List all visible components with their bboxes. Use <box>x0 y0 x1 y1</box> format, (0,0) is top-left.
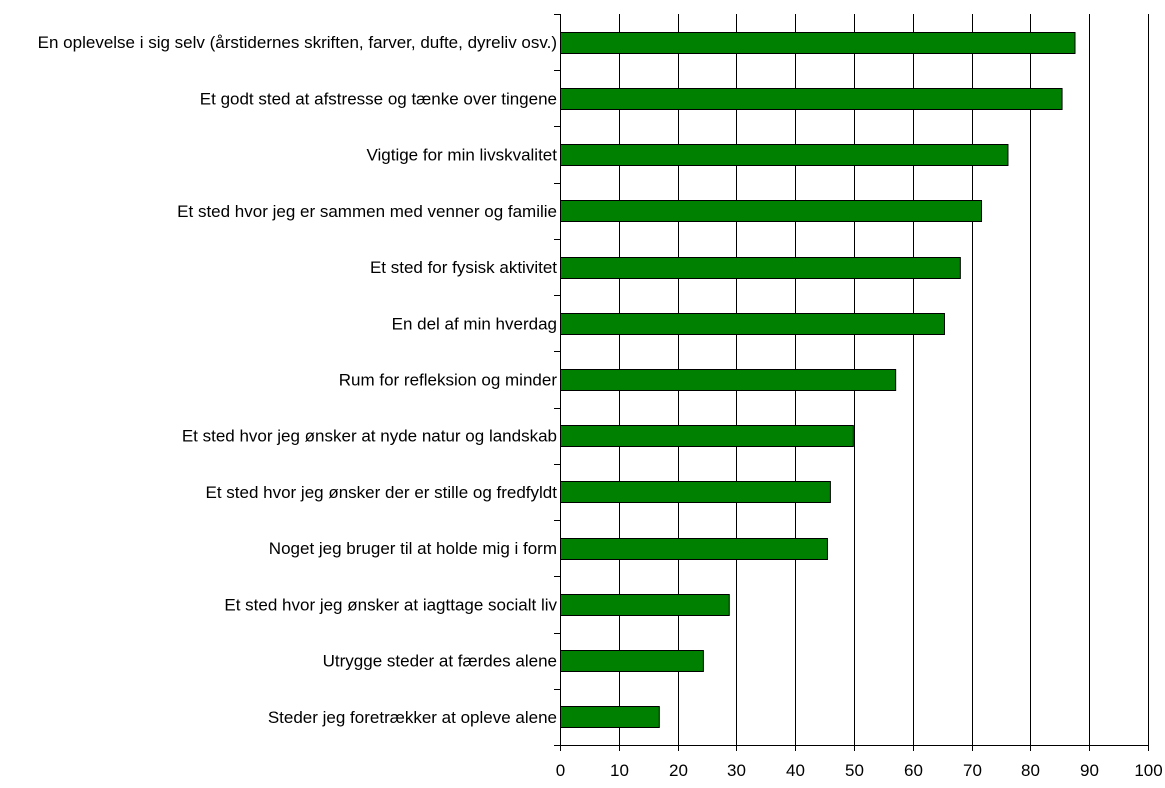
x-tick-label-40: 40 <box>786 761 805 780</box>
x-tick-label-80: 80 <box>1021 761 1040 780</box>
category-label-4: Et sted hvor jeg er sammen med venner og… <box>177 202 557 221</box>
x-tick-label-100: 100 <box>1134 761 1162 780</box>
x-tick-label-90: 90 <box>1080 761 1099 780</box>
category-label-1: En oplevelse i sig selv (årstidernes skr… <box>38 33 557 52</box>
x-tick-label-10: 10 <box>610 761 629 780</box>
bar-5 <box>560 257 961 279</box>
bar-10 <box>560 538 828 560</box>
x-tick-label-70: 70 <box>963 761 982 780</box>
bars <box>560 32 1076 728</box>
x-tick-label-50: 50 <box>845 761 864 780</box>
axes <box>554 14 1149 751</box>
bar-9 <box>560 481 831 503</box>
x-tick-label-0: 0 <box>556 761 565 780</box>
bar-8 <box>560 425 854 447</box>
category-label-12: Utrygge steder at færdes alene <box>323 652 557 671</box>
bar-1 <box>560 32 1076 54</box>
category-label-10: Noget jeg bruger til at holde mig i form <box>269 539 557 558</box>
category-labels: En oplevelse i sig selv (årstidernes skr… <box>38 33 558 727</box>
bar-2 <box>560 88 1063 110</box>
x-tick-label-30: 30 <box>727 761 746 780</box>
category-label-9: Et sted hvor jeg ønsker der er stille og… <box>206 483 558 502</box>
category-label-11: Et sted hvor jeg ønsker at iagttage soci… <box>224 595 557 614</box>
bar-6 <box>560 313 945 335</box>
category-label-6: En del af min hverdag <box>392 314 557 333</box>
category-label-5: Et sted for fysisk aktivitet <box>370 258 557 277</box>
bar-4 <box>560 200 983 222</box>
category-label-13: Steder jeg foretrækker at opleve alene <box>268 708 557 727</box>
bar-3 <box>560 144 1009 166</box>
x-tick-labels: 0 10 20 30 40 50 60 70 80 90 100 <box>556 761 1163 780</box>
x-tick-label-20: 20 <box>669 761 688 780</box>
bar-13 <box>560 706 660 728</box>
category-label-8: Et sted hvor jeg ønsker at nyde natur og… <box>182 427 557 446</box>
category-label-3: Vigtige for min livskvalitet <box>366 146 557 165</box>
category-label-7: Rum for refleksion og minder <box>339 371 558 390</box>
category-label-2: Et godt sted at afstresse og tænke over … <box>200 89 557 108</box>
x-tick-label-60: 60 <box>904 761 923 780</box>
bar-7 <box>560 369 897 391</box>
bar-12 <box>560 650 704 672</box>
bar-11 <box>560 594 730 616</box>
